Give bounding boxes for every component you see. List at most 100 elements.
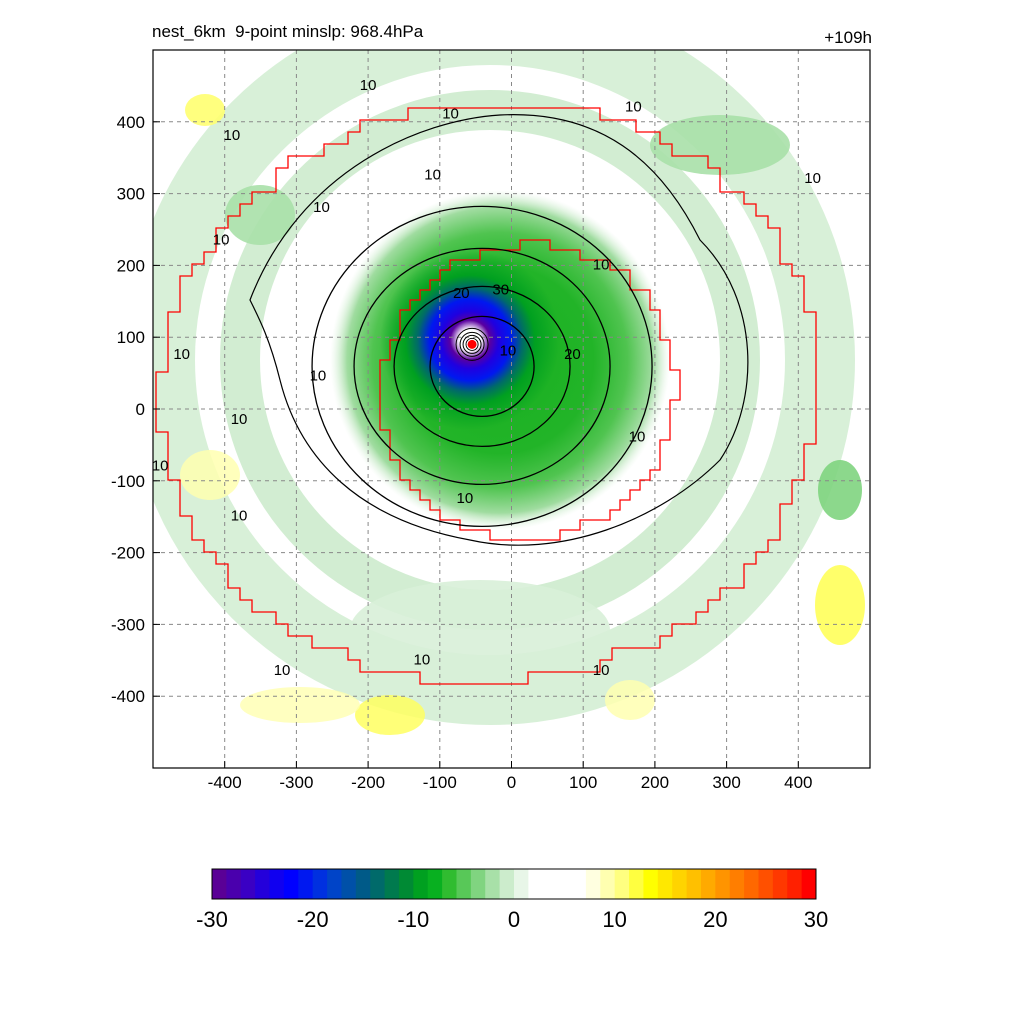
colorbar-tick-label: 0 [508, 907, 520, 932]
colorbar-swatch [298, 869, 314, 899]
colorbar-swatch [427, 869, 443, 899]
contour-label: 10 [414, 651, 431, 668]
colorbar-swatch [801, 869, 817, 899]
colorbar-swatch [557, 869, 573, 899]
forecast-hour-label: +109h [824, 28, 872, 47]
contour-line [393, 285, 571, 448]
colorbar-swatch [456, 869, 472, 899]
x-tick-label: 0 [507, 773, 516, 792]
contour-label: 10 [213, 231, 230, 248]
contour-label: 30 [492, 282, 509, 299]
storm-center-dot [466, 338, 478, 350]
eyewall-contour [455, 327, 489, 361]
colorbar-swatch [283, 869, 299, 899]
x-tick-label: -100 [423, 773, 457, 792]
contour-label: 10 [231, 411, 248, 428]
colorbar-swatch [370, 869, 386, 899]
inner-nest-boundary [379, 239, 681, 541]
contour-label: 10 [424, 167, 441, 184]
colorbar-swatch [312, 869, 328, 899]
contour-label: 20 [564, 346, 581, 363]
contour-label: 10 [593, 662, 610, 679]
x-tick-label: -400 [208, 773, 242, 792]
contour-label: 10 [629, 429, 646, 446]
contour-lines: 10 10 10 10 10 10 10 10 10 10 10 10 10 10 20 30 10 20 10 10… [152, 77, 821, 679]
colorbar-swatch [341, 869, 357, 899]
colorbar-swatch [327, 869, 342, 899]
y-axis-ticks: 400 300 200 100 0 -100 -200 -300 -400 [111, 113, 160, 706]
colorbar-swatch [629, 869, 644, 899]
colorbar-tick-label: -20 [297, 907, 329, 932]
contour-line [249, 114, 749, 546]
colorbar-swatch [758, 869, 774, 899]
contour-label: 10 [152, 457, 169, 474]
y-tick-label: 0 [136, 400, 145, 419]
colorbar-swatch [585, 869, 601, 899]
colorbar-swatch [485, 869, 501, 899]
x-tick-label: -200 [351, 773, 385, 792]
colorbar-swatch [729, 869, 745, 899]
y-tick-label: 300 [117, 185, 145, 204]
colorbar-swatch [672, 869, 688, 899]
contour-label: 10 [457, 490, 474, 507]
y-tick-label: -200 [111, 544, 145, 563]
colorbar-swatch [442, 869, 457, 899]
contour-label: 10 [804, 170, 821, 187]
contour-label: 10 [231, 508, 248, 525]
outer-nest-boundary [155, 107, 817, 685]
x-tick-label: -300 [279, 773, 313, 792]
colorbar-tick-label: -30 [196, 907, 228, 932]
contour-label: 10 [274, 662, 291, 679]
contour-label: 10 [173, 346, 190, 363]
colorbar-swatch [787, 869, 803, 899]
eyewall-contour [459, 331, 485, 357]
colorbar-swatch [384, 869, 400, 899]
y-tick-label: -400 [111, 687, 145, 706]
colorbar-swatch [614, 869, 630, 899]
colorbar-swatch [269, 869, 285, 899]
x-axis-ticks: -400 -300 -200 -100 0 100 200 300 400 [208, 761, 812, 792]
x-tick-label: 200 [641, 773, 669, 792]
contour-label: 20 [453, 285, 470, 302]
colorbar-swatch [514, 869, 529, 899]
contour-label: 10 [313, 199, 330, 216]
colorbar: -30 -20 -10 0 10 20 30 [196, 868, 828, 932]
y-tick-label: 200 [117, 256, 145, 275]
contour-label: 10 [593, 256, 610, 273]
contour-label: 10 [360, 77, 377, 94]
colorbar-tick-label: 30 [804, 907, 828, 932]
colorbar-swatch [255, 869, 271, 899]
contour-line [311, 205, 653, 528]
contour-label: 10 [442, 106, 459, 123]
colorbar-swatch [686, 869, 702, 899]
x-tick-label: 300 [712, 773, 740, 792]
nest-boundary [155, 107, 817, 685]
colorbar-swatch [240, 869, 256, 899]
contour-label: 10 [310, 368, 327, 385]
colorbar-swatch [744, 869, 759, 899]
colorbar-swatch [657, 869, 673, 899]
colorbar-tick-label: 10 [602, 907, 626, 932]
colorbar-swatch [212, 869, 227, 899]
contour-label: 10 [625, 98, 642, 115]
contour-line [353, 247, 611, 486]
contour-line [429, 315, 535, 418]
contour-label: 10 [500, 343, 517, 360]
colorbar-swatch [226, 869, 242, 899]
colorbar-swatch [542, 869, 558, 899]
colorbar-swatch [470, 869, 486, 899]
colorbar-tick-label: 20 [703, 907, 727, 932]
eyewall-contour [462, 334, 482, 354]
shaded-field [153, 50, 870, 768]
colorbar-swatch [715, 869, 731, 899]
colorbar-swatch [499, 869, 515, 899]
y-tick-label: -300 [111, 615, 145, 634]
colorbar-swatch [398, 869, 414, 899]
y-tick-label: 400 [117, 113, 145, 132]
colorbar-swatch [600, 869, 616, 899]
contour-label: 10 [224, 127, 241, 144]
x-tick-label: 400 [784, 773, 812, 792]
chart-title: nest_6km 9-point minslp: 968.4hPa [152, 22, 424, 41]
